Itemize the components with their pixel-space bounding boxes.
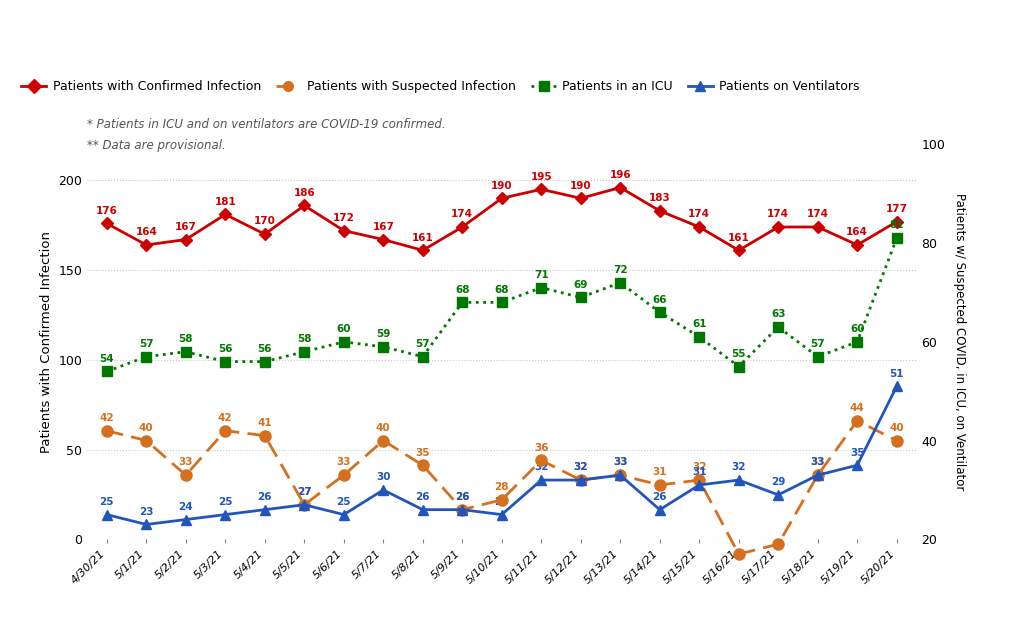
Text: 40: 40 <box>139 423 154 433</box>
Text: 29: 29 <box>771 477 785 487</box>
Text: 183: 183 <box>649 193 671 203</box>
Text: 26: 26 <box>455 492 470 502</box>
Text: 57: 57 <box>416 339 430 349</box>
Text: 58: 58 <box>178 334 194 344</box>
Text: 66: 66 <box>652 295 667 304</box>
Text: 195: 195 <box>530 171 552 182</box>
Text: 32: 32 <box>573 462 588 473</box>
Text: 40: 40 <box>376 423 390 433</box>
Text: 81: 81 <box>890 220 904 230</box>
Text: 31: 31 <box>652 467 667 477</box>
Text: 33: 33 <box>613 457 628 467</box>
Text: 32: 32 <box>573 462 588 473</box>
Y-axis label: Patients with Confirmed Infection: Patients with Confirmed Infection <box>40 231 53 453</box>
Text: 35: 35 <box>850 447 864 458</box>
Text: 186: 186 <box>294 187 315 198</box>
Text: 33: 33 <box>178 457 194 467</box>
Text: 25: 25 <box>218 497 232 507</box>
Text: 190: 190 <box>570 180 592 191</box>
Text: 26: 26 <box>257 492 272 502</box>
Text: 32: 32 <box>534 462 549 473</box>
Text: 57: 57 <box>139 339 154 349</box>
Text: 174: 174 <box>807 209 828 220</box>
Text: 33: 33 <box>810 457 825 467</box>
Text: 36: 36 <box>534 442 549 453</box>
Text: 176: 176 <box>96 205 118 216</box>
Text: 32: 32 <box>692 462 707 473</box>
Text: 56: 56 <box>257 344 272 354</box>
Text: 174: 174 <box>767 209 790 220</box>
Text: 174: 174 <box>452 209 473 220</box>
Text: 26: 26 <box>455 492 470 502</box>
Text: 172: 172 <box>333 213 354 223</box>
Text: 58: 58 <box>297 334 311 344</box>
Text: 33: 33 <box>613 457 628 467</box>
Text: 28: 28 <box>495 482 509 492</box>
Text: ** Data are provisional.: ** Data are provisional. <box>87 139 225 152</box>
Text: 51: 51 <box>890 369 904 379</box>
Text: 60: 60 <box>850 324 864 334</box>
Text: 32: 32 <box>731 462 746 473</box>
Text: 68: 68 <box>495 284 509 295</box>
Text: 30: 30 <box>376 473 390 482</box>
Text: 42: 42 <box>218 413 232 423</box>
Text: 26: 26 <box>416 492 430 502</box>
Text: 33: 33 <box>337 457 351 467</box>
Text: COVID-19 Hospitalizations Reported by MS Hospitals, 4/30/21–5/20/21 *,**: COVID-19 Hospitalizations Reported by MS… <box>15 23 886 44</box>
Text: 181: 181 <box>214 196 237 207</box>
Text: 196: 196 <box>609 169 631 180</box>
Text: 23: 23 <box>139 507 154 517</box>
Text: 41: 41 <box>257 418 272 428</box>
Text: 61: 61 <box>692 319 707 329</box>
Text: * Patients in ICU and on ventilators are COVID-19 confirmed.: * Patients in ICU and on ventilators are… <box>87 118 445 131</box>
Text: 57: 57 <box>810 339 825 349</box>
Text: 190: 190 <box>490 180 513 191</box>
Text: 25: 25 <box>337 497 351 507</box>
Text: 161: 161 <box>728 232 750 243</box>
Text: 31: 31 <box>692 467 707 477</box>
Text: 26: 26 <box>652 492 667 502</box>
Text: 174: 174 <box>688 209 711 220</box>
Text: 68: 68 <box>455 284 470 295</box>
Text: 25: 25 <box>99 497 114 507</box>
Text: 56: 56 <box>218 344 232 354</box>
Text: 55: 55 <box>731 349 746 359</box>
Text: 63: 63 <box>771 309 785 319</box>
Text: 35: 35 <box>416 447 430 458</box>
Text: 167: 167 <box>373 222 394 232</box>
Text: 42: 42 <box>99 413 114 423</box>
Text: 164: 164 <box>135 227 158 238</box>
Text: 71: 71 <box>534 270 549 280</box>
Text: 44: 44 <box>850 403 864 413</box>
Y-axis label: Patients w/ Suspected COVID, in ICU, on Ventilator: Patients w/ Suspected COVID, in ICU, on … <box>953 193 966 490</box>
Text: 27: 27 <box>297 487 311 497</box>
Text: 72: 72 <box>613 265 628 275</box>
Text: 167: 167 <box>175 222 197 232</box>
Text: 164: 164 <box>846 227 868 238</box>
Text: 40: 40 <box>890 423 904 433</box>
Text: 69: 69 <box>573 280 588 290</box>
Text: 161: 161 <box>412 232 433 243</box>
Text: 24: 24 <box>178 502 194 512</box>
Text: 177: 177 <box>886 204 907 214</box>
Text: 170: 170 <box>254 216 275 227</box>
Text: 25: 25 <box>495 497 509 507</box>
Text: 59: 59 <box>376 329 390 339</box>
Text: 60: 60 <box>337 324 351 334</box>
Legend: Patients with Confirmed Infection, Patients with Suspected Infection, Patients i: Patients with Confirmed Infection, Patie… <box>16 75 864 98</box>
Text: 54: 54 <box>99 354 114 364</box>
Text: 27: 27 <box>297 487 311 497</box>
Text: 33: 33 <box>810 457 825 467</box>
